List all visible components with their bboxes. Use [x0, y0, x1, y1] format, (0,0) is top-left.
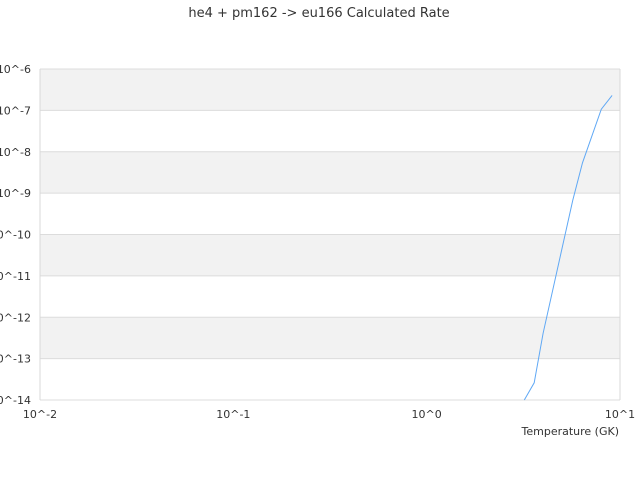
grid-band: [40, 110, 620, 152]
grid-band: [40, 193, 620, 235]
series-lines: [523, 95, 613, 401]
grid-band: [40, 69, 620, 111]
y-tick-label: 10^-6: [0, 63, 31, 76]
y-tick-label: 10^-9: [0, 187, 31, 200]
chart-title: he4 + pm162 -> eu166 Calculated Rate: [188, 6, 449, 21]
y-tick-label: 10^-14: [0, 394, 31, 407]
grid-bands: [39, 68, 621, 401]
grid-band: [40, 358, 620, 400]
y-axis: 10^-6 10^-7 10^-8 10^-9 10^-10 10^-11 10^-12 10…: [0, 63, 31, 407]
x-axis-label: Temperature (GK): [521, 425, 620, 438]
x-tick-label: 10^1: [605, 408, 635, 421]
grid-band: [40, 151, 620, 194]
y-tick-label: 10^-13: [0, 353, 31, 366]
x-axis: 10^-2 10^-1 10^0 10^1: [23, 408, 635, 421]
grid-band: [40, 275, 620, 318]
y-tick-label: 10^-10: [0, 229, 31, 242]
series-line: [523, 95, 613, 401]
x-tick-label: 10^0: [412, 408, 442, 421]
x-tick-label: 10^-2: [23, 408, 57, 421]
y-tick-label: 10^-7: [0, 104, 31, 117]
y-tick-label: 10^-12: [0, 311, 31, 324]
x-tick-label: 10^-1: [216, 408, 250, 421]
y-tick-label: 10^-8: [0, 146, 31, 159]
y-tick-label: 10^-11: [0, 270, 31, 283]
grid-band: [40, 317, 620, 359]
grid-band: [40, 234, 620, 276]
